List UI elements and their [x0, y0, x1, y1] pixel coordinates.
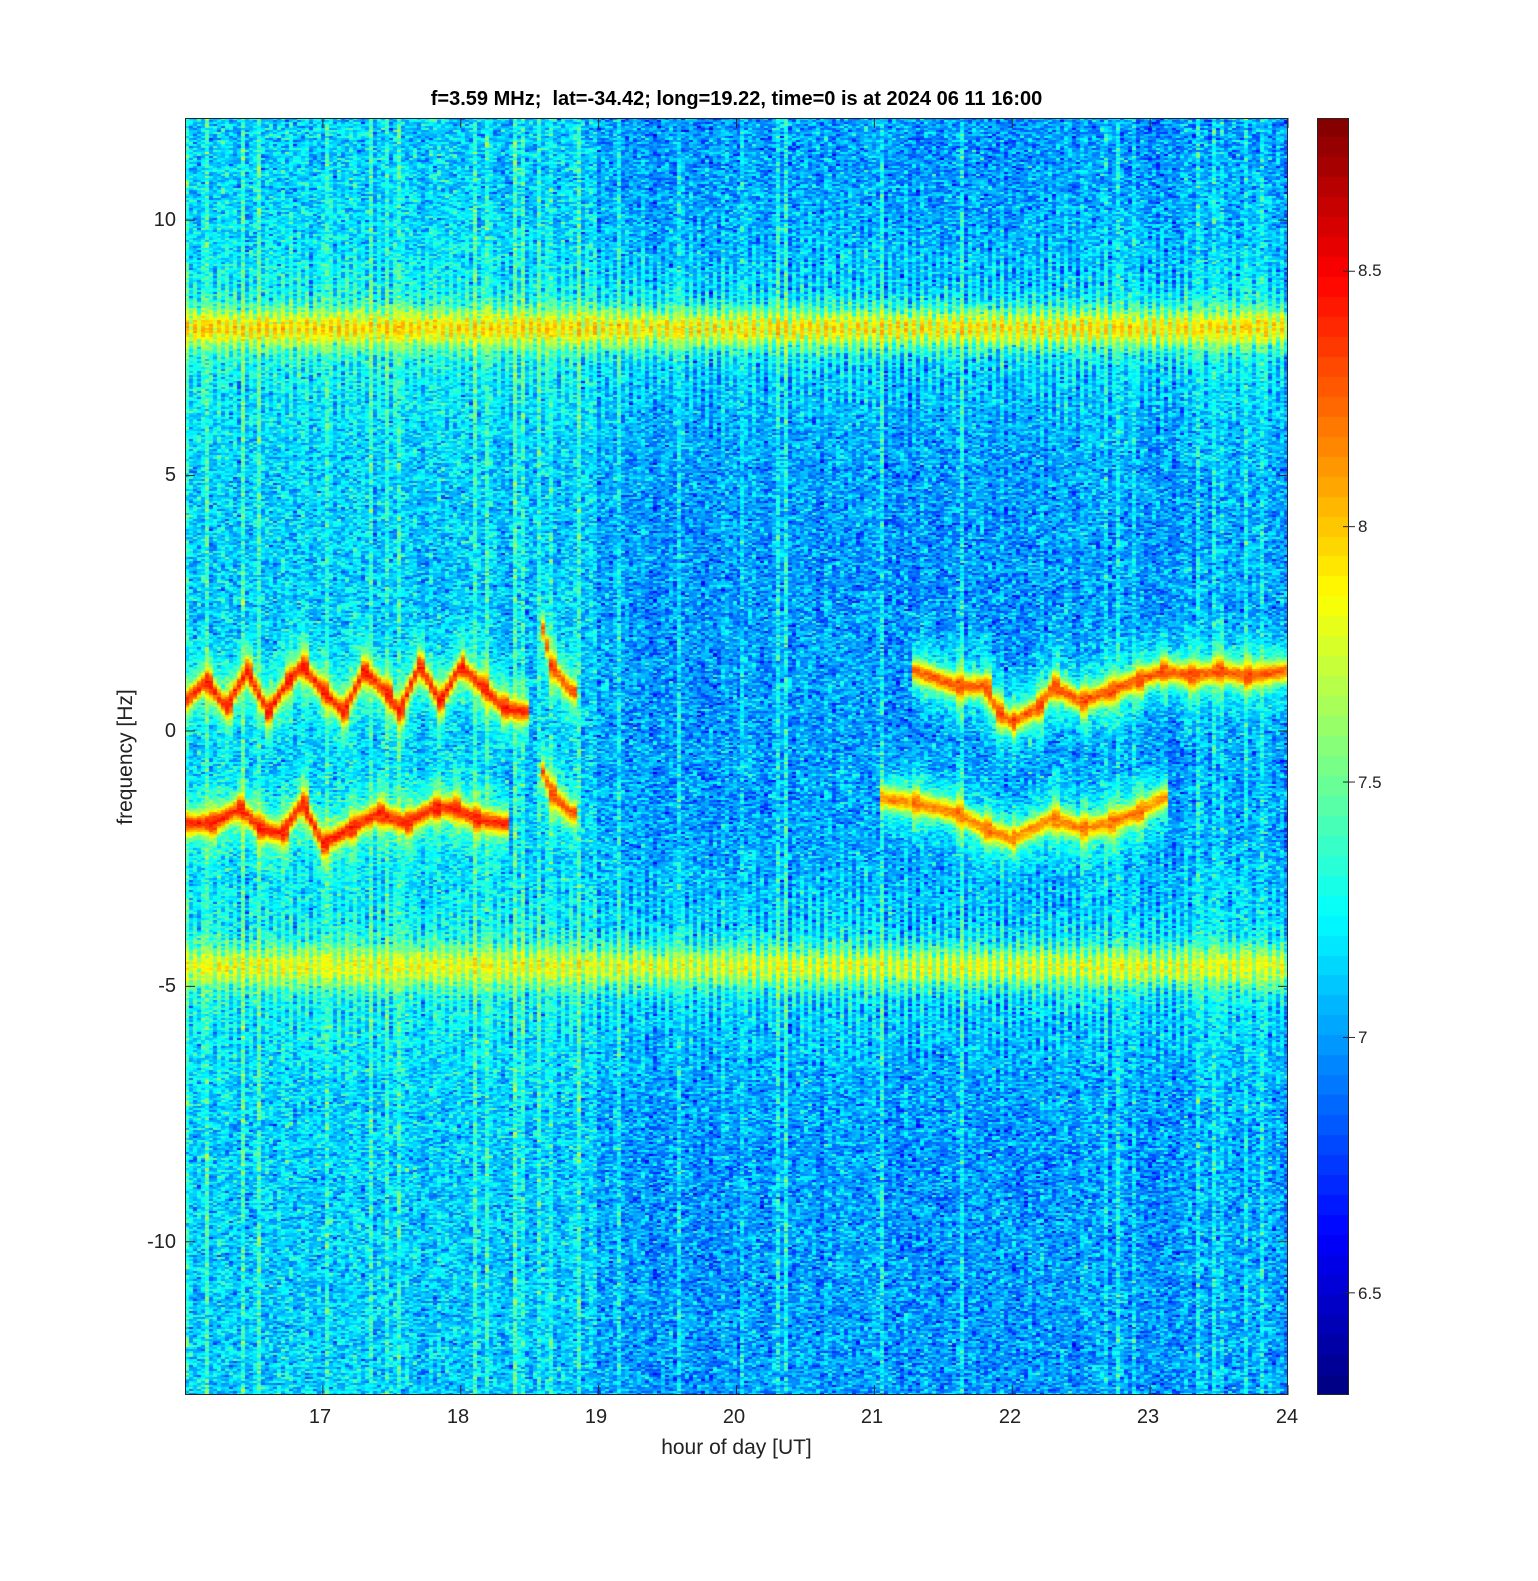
colorbar: [1317, 118, 1349, 1395]
y-axis-label: frequency [Hz]: [114, 689, 137, 825]
chart-title: f=3.59 MHz; lat=-34.42; long=19.22, time…: [430, 88, 1043, 110]
colorbar-border: [1317, 118, 1349, 1395]
x-tick-label: 21: [860, 1406, 884, 1428]
x-tick-label: 24: [1275, 1406, 1299, 1428]
colorbar-tick-label: 6.5: [1358, 1284, 1382, 1303]
colorbar-tick-label: 8.5: [1358, 261, 1382, 280]
plot-border: [185, 118, 1288, 1395]
y-tick-label: 5: [164, 464, 176, 486]
colorbar-tick-label: 7.5: [1358, 773, 1382, 792]
x-tick-label: 18: [446, 1406, 470, 1428]
x-axis-label: hour of day [UT]: [661, 1436, 812, 1459]
y-tick-label: -5: [158, 975, 176, 997]
y-tick-label: -10: [147, 1231, 176, 1253]
x-tick-label: 23: [1136, 1406, 1160, 1428]
x-tick-label: 19: [584, 1406, 608, 1428]
y-tick-label: 0: [164, 720, 176, 742]
colorbar-tick-label: 7: [1358, 1028, 1368, 1047]
spectrogram-heatmap: [185, 118, 1288, 1395]
y-tick-label: 10: [153, 209, 176, 231]
colorbar-tick-label: 8: [1358, 517, 1368, 536]
x-tick-label: 17: [308, 1406, 332, 1428]
x-tick-label: 22: [998, 1406, 1022, 1428]
x-tick-label: 20: [722, 1406, 746, 1428]
